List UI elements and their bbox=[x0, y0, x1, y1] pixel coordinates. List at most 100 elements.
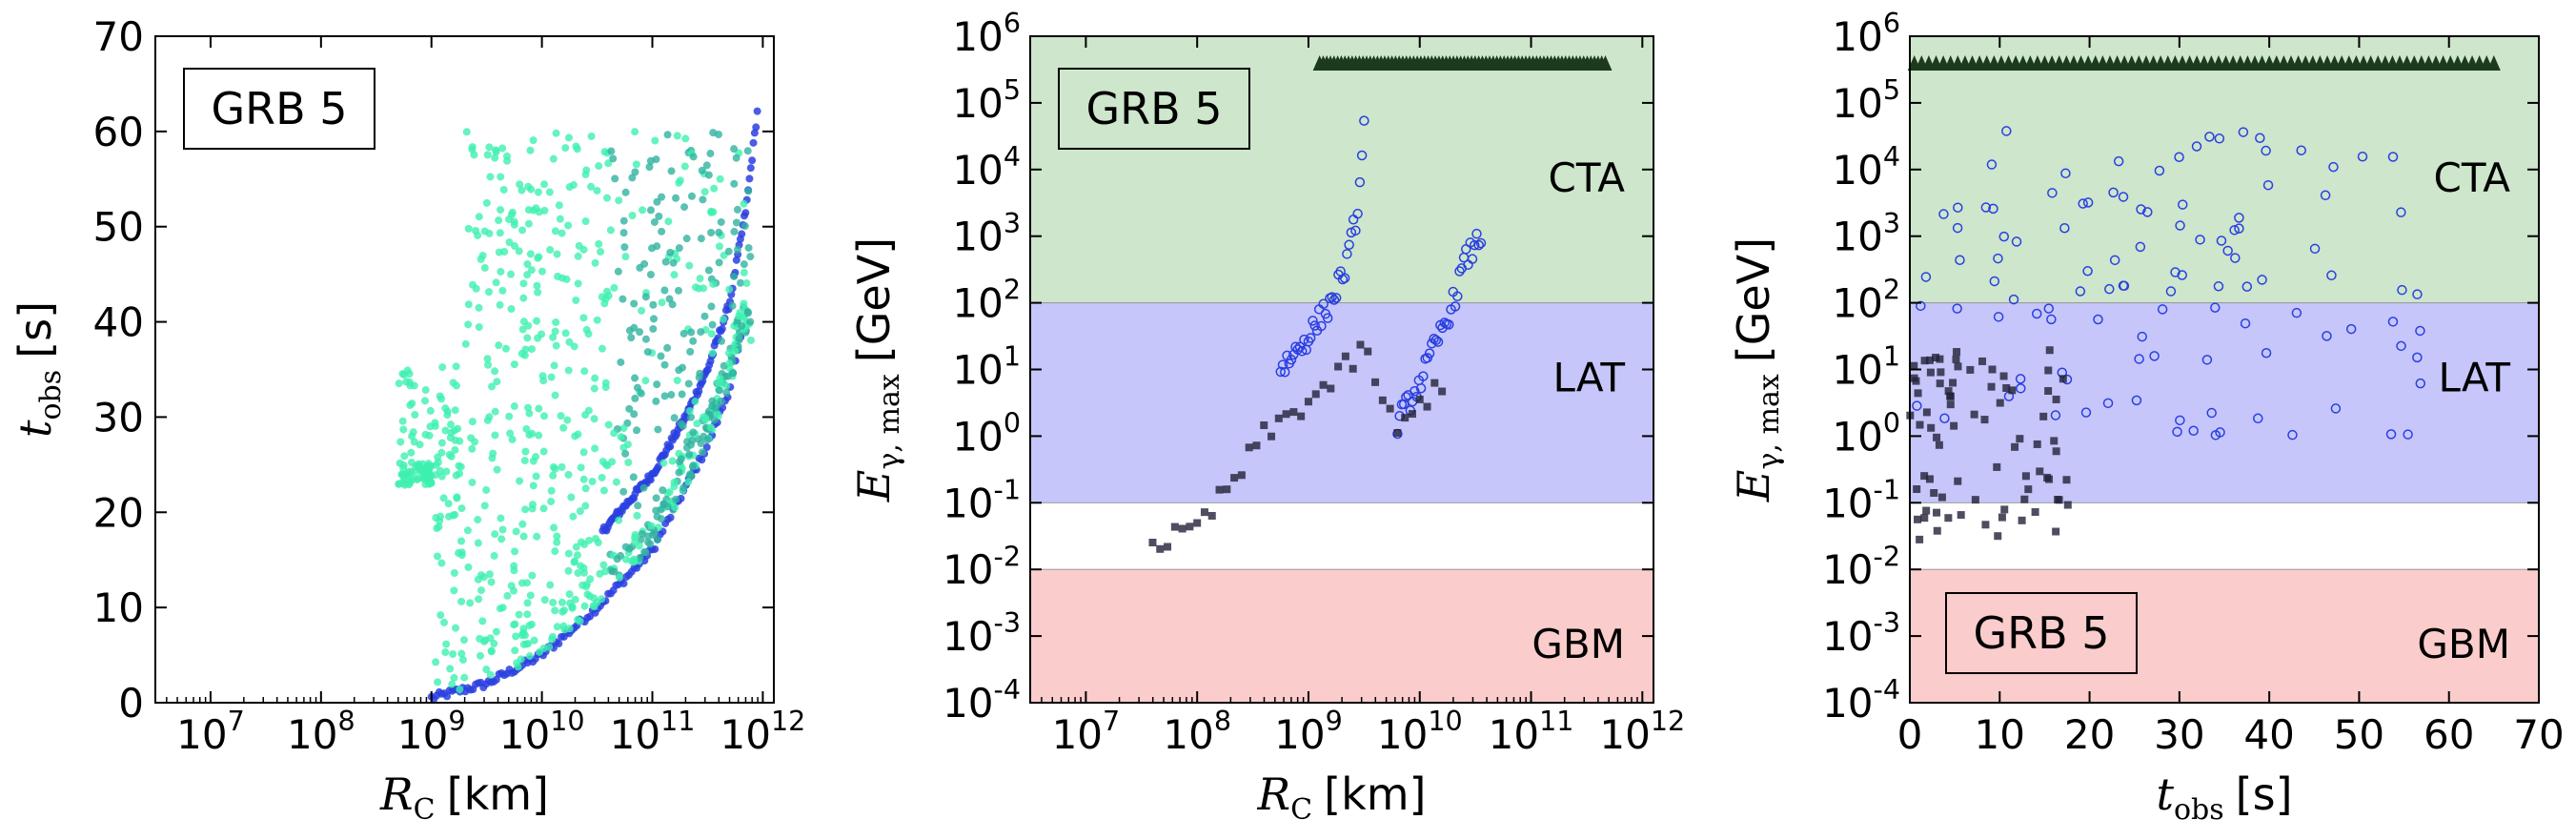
data-point bbox=[674, 286, 682, 295]
tick-exponent: -4 bbox=[994, 673, 1021, 706]
x-tick-label: 108 bbox=[287, 705, 355, 758]
data-point bbox=[558, 598, 566, 606]
data-point-square bbox=[1913, 485, 1921, 494]
data-point bbox=[619, 216, 628, 225]
data-point-square bbox=[1937, 493, 1946, 502]
data-point bbox=[653, 536, 661, 544]
tick-base: 10 bbox=[952, 80, 1003, 127]
x-axis-label: RC [km] bbox=[1257, 768, 1427, 827]
data-point bbox=[434, 453, 442, 461]
data-point-curve bbox=[651, 544, 659, 553]
data-point bbox=[458, 656, 467, 665]
data-point-open-circle bbox=[2016, 383, 2026, 394]
tick-exponent: 5 bbox=[1004, 73, 1021, 106]
data-point-square bbox=[2044, 366, 2053, 375]
data-point-open-circle bbox=[2093, 314, 2103, 325]
data-point bbox=[665, 295, 674, 303]
data-point bbox=[707, 208, 716, 216]
data-point bbox=[730, 272, 739, 280]
data-point bbox=[614, 267, 622, 276]
data-point-square bbox=[1981, 521, 1990, 529]
data-point bbox=[664, 217, 673, 226]
data-point-square bbox=[1914, 389, 1922, 398]
data-point bbox=[590, 415, 598, 423]
data-point-open-circle bbox=[2345, 323, 2357, 335]
data-point-square bbox=[1987, 382, 1996, 391]
data-point-open-circle bbox=[1432, 337, 1444, 347]
data-point bbox=[450, 673, 458, 682]
data-point-open-circle bbox=[1356, 150, 1368, 161]
data-point bbox=[431, 419, 439, 427]
data-point bbox=[728, 301, 737, 310]
data-point bbox=[598, 473, 606, 481]
data-point-square bbox=[1933, 526, 1941, 535]
data-point-open-circle bbox=[2387, 152, 2399, 162]
y-tick-label: 101 bbox=[1832, 340, 1900, 394]
data-point-open-circle bbox=[2175, 415, 2185, 426]
data-point bbox=[687, 328, 696, 337]
data-point-open-circle bbox=[1401, 392, 1411, 402]
data-point bbox=[628, 211, 637, 219]
data-point bbox=[474, 575, 482, 584]
tick-exponent: 6 bbox=[1883, 7, 1900, 39]
tick-base: 10 bbox=[1822, 680, 1873, 727]
data-point-square bbox=[1423, 402, 1431, 411]
data-point bbox=[408, 400, 416, 408]
tick-base: 10 bbox=[952, 413, 1003, 460]
data-point bbox=[672, 495, 680, 503]
data-point bbox=[557, 412, 565, 420]
data-point bbox=[515, 610, 523, 619]
tick-exponent: 11 bbox=[1539, 705, 1573, 737]
data-point bbox=[484, 360, 493, 369]
data-point-open-circle bbox=[2031, 308, 2042, 319]
data-point bbox=[573, 551, 581, 560]
data-point-open-circle bbox=[2320, 190, 2331, 201]
data-point bbox=[725, 285, 734, 294]
band-label-lat: LAT bbox=[2439, 354, 2511, 400]
tick-base: 10 bbox=[176, 711, 227, 758]
data-point bbox=[564, 366, 573, 375]
data-point bbox=[477, 651, 485, 660]
data-point-open-circle bbox=[1988, 203, 1998, 215]
data-point bbox=[689, 461, 698, 470]
data-point-open-circle bbox=[1938, 209, 1949, 219]
data-point bbox=[564, 133, 573, 142]
data-point-square bbox=[1193, 519, 1202, 527]
data-point-square bbox=[2000, 505, 2009, 514]
data-point bbox=[540, 180, 549, 189]
data-point-open-circle bbox=[2172, 426, 2182, 438]
data-point bbox=[482, 198, 491, 207]
data-point-open-circle bbox=[2154, 165, 2165, 176]
data-point bbox=[521, 505, 530, 514]
data-point-curve bbox=[752, 123, 761, 132]
data-point-square bbox=[1207, 511, 1216, 520]
data-point bbox=[574, 430, 582, 439]
data-point-open-circle bbox=[1953, 202, 1963, 213]
data-point bbox=[584, 406, 593, 415]
data-point bbox=[610, 283, 619, 292]
data-point bbox=[686, 347, 695, 356]
data-point bbox=[526, 591, 535, 600]
y-tick-label: 10-4 bbox=[1822, 673, 1900, 727]
data-point-square bbox=[2059, 375, 2067, 383]
y-tick-label: 100 bbox=[1832, 407, 1900, 461]
data-point bbox=[640, 547, 649, 556]
data-point-square bbox=[1148, 539, 1157, 547]
data-point-square bbox=[2063, 501, 2072, 509]
data-point bbox=[580, 602, 589, 610]
data-point-square bbox=[1996, 399, 2004, 407]
data-point bbox=[489, 449, 497, 458]
y-tick-label: 106 bbox=[1832, 7, 1900, 60]
data-point-open-circle bbox=[2174, 152, 2184, 163]
data-point bbox=[725, 359, 734, 368]
data-point-open-circle bbox=[2060, 168, 2071, 179]
data-point bbox=[495, 341, 503, 350]
data-point bbox=[407, 448, 416, 457]
data-point-square bbox=[1341, 352, 1349, 360]
data-point bbox=[746, 318, 755, 326]
data-point-open-circle bbox=[2415, 378, 2426, 389]
data-point bbox=[526, 146, 535, 154]
data-point-open-circle bbox=[1467, 254, 1478, 264]
data-point bbox=[731, 347, 740, 356]
data-point bbox=[519, 294, 528, 302]
